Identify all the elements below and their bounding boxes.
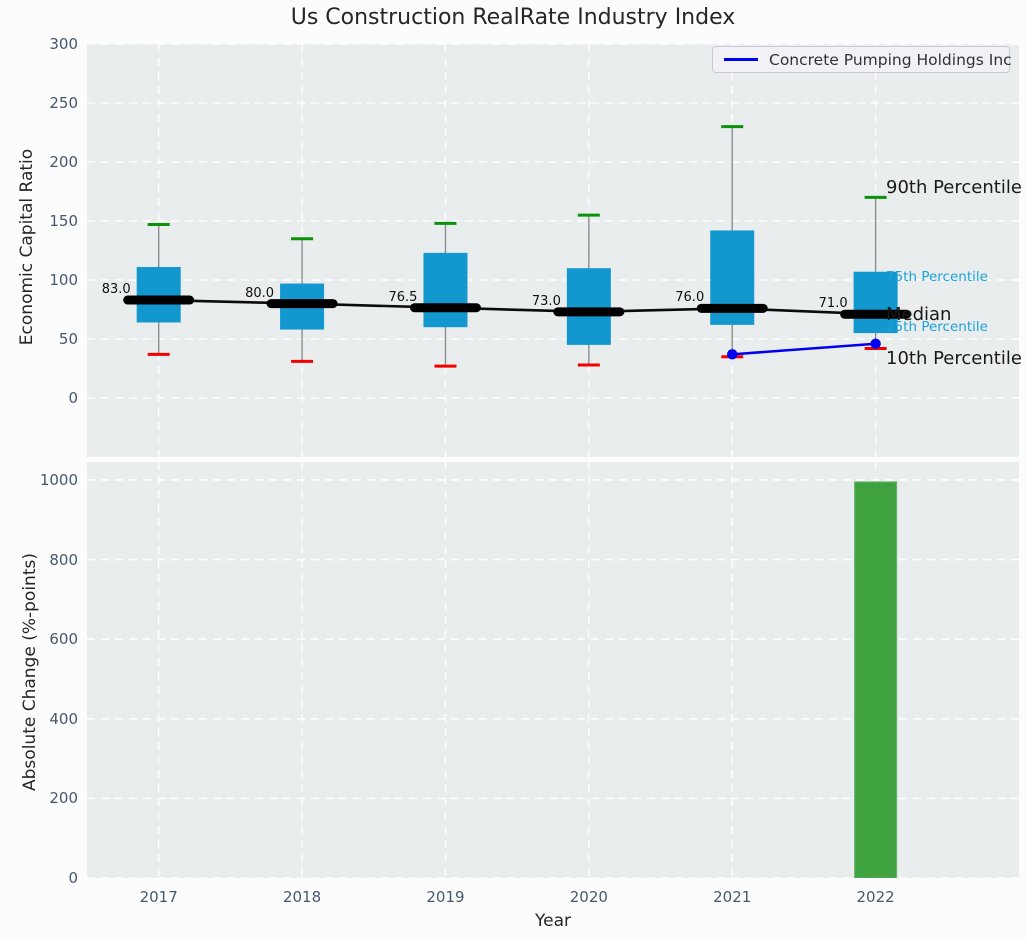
annotation-75th-percentile: 75th Percentile — [886, 271, 988, 285]
box-plot-canvas — [87, 44, 1019, 457]
median-value-label: 76.5 — [337, 290, 417, 305]
y-tick-label: 100 — [6, 271, 78, 289]
y-tick-label: 300 — [6, 35, 78, 53]
y-tick-label: 200 — [6, 153, 78, 171]
y-tick-label: 0 — [6, 389, 78, 407]
x-tick-label: 2021 — [692, 888, 772, 906]
y-tick-label: 400 — [6, 710, 78, 728]
y-tick-label: 200 — [6, 789, 78, 807]
y-tick-label: 150 — [6, 212, 78, 230]
median-value-label: 73.0 — [481, 294, 561, 309]
iqr-box — [423, 253, 467, 327]
y-tick-label: 0 — [6, 869, 78, 887]
x-tick-label: 2019 — [405, 888, 485, 906]
legend-line-swatch — [724, 58, 758, 61]
annotation-10th-percentile: 10th Percentile — [886, 350, 1022, 368]
company-point — [870, 339, 880, 349]
x-axis-label: Year — [353, 911, 753, 931]
y-tick-label: 250 — [6, 94, 78, 112]
annotation-25th-percentile: 25th Percentile — [886, 321, 988, 335]
x-tick-label: 2022 — [836, 888, 916, 906]
bar-chart-canvas — [87, 462, 1019, 878]
legend: Concrete Pumping Holdings Inc — [712, 46, 1010, 73]
chart-title: Us Construction RealRate Industry Index — [0, 5, 1026, 30]
x-tick-label: 2018 — [262, 888, 342, 906]
y-tick-label: 600 — [6, 630, 78, 648]
legend-label: Concrete Pumping Holdings Inc — [769, 51, 1012, 69]
median-value-label: 71.0 — [768, 296, 848, 311]
y-tick-label: 800 — [6, 551, 78, 569]
median-value-label: 76.0 — [624, 290, 704, 305]
bar-chart-axes — [87, 462, 1019, 878]
figure: Us Construction RealRate Industry Index … — [0, 0, 1026, 942]
y-axis-label-bottom: Absolute Change (%-points) — [20, 452, 40, 892]
iqr-box — [137, 267, 181, 322]
x-tick-label: 2017 — [119, 888, 199, 906]
annotation-90th-percentile: 90th Percentile — [886, 179, 1022, 197]
x-tick-label: 2020 — [549, 888, 629, 906]
change-bar — [855, 482, 897, 878]
company-line — [732, 344, 875, 355]
company-point — [727, 349, 737, 359]
y-tick-label: 50 — [6, 330, 78, 348]
median-value-label: 80.0 — [194, 286, 274, 301]
y-tick-label: 1000 — [6, 471, 78, 489]
iqr-box — [567, 268, 611, 345]
box-plot-axes — [87, 44, 1019, 457]
